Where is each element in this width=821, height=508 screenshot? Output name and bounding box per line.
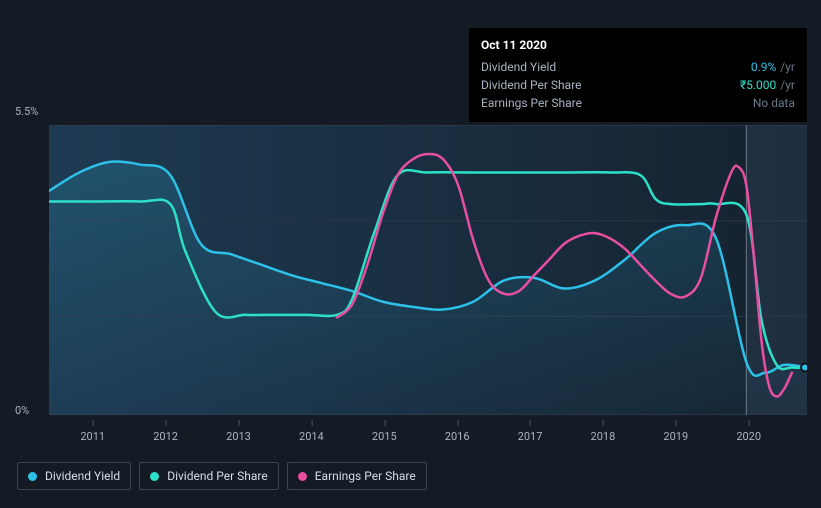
legend-item[interactable]: Earnings Per Share <box>287 462 427 490</box>
legend-label: Dividend Per Share <box>167 469 268 483</box>
x-tick: 2016 <box>445 430 470 443</box>
tooltip-date: Oct 11 2020 <box>481 38 795 52</box>
legend-label: Dividend Yield <box>45 469 120 483</box>
x-tick: 2014 <box>299 430 324 443</box>
x-tick: 2013 <box>226 430 251 443</box>
x-tick: 2012 <box>153 430 178 443</box>
tooltip-row-value: 0.9%/yr <box>751 60 795 74</box>
tooltip-row: Dividend Yield 0.9%/yr <box>481 58 795 76</box>
x-tick: 2019 <box>663 430 688 443</box>
tooltip-row-label: Dividend Yield <box>481 60 556 74</box>
x-axis: 2011 2012 2013 2014 2015 2016 2017 2018 2019 2020 <box>49 420 807 445</box>
x-tick: 2017 <box>518 430 543 443</box>
legend-dot-icon <box>150 472 159 481</box>
legend-item[interactable]: Dividend Per Share <box>139 462 279 490</box>
x-tick: 2015 <box>372 430 397 443</box>
legend-dot-icon <box>28 472 37 481</box>
line-chart: 5.5% 0% Past 201120122013201420152016201… <box>17 105 807 445</box>
y-axis-min: 0% <box>15 404 29 417</box>
tooltip-row: Dividend Per Share ₹5.000/yr <box>481 76 795 94</box>
x-tick: 2020 <box>736 430 761 443</box>
x-tick: 2018 <box>591 430 616 443</box>
legend-dot-icon <box>298 472 307 481</box>
plot-area[interactable] <box>49 125 807 415</box>
legend-item[interactable]: Dividend Yield <box>17 462 131 490</box>
x-tick: 2011 <box>80 430 105 443</box>
y-axis-max: 5.5% <box>15 105 38 118</box>
legend: Dividend Yield Dividend Per Share Earnings… <box>17 462 427 490</box>
tooltip-row-label: Dividend Per Share <box>481 78 582 92</box>
tooltip-row-value: ₹5.000/yr <box>740 78 795 92</box>
legend-label: Earnings Per Share <box>315 469 416 483</box>
